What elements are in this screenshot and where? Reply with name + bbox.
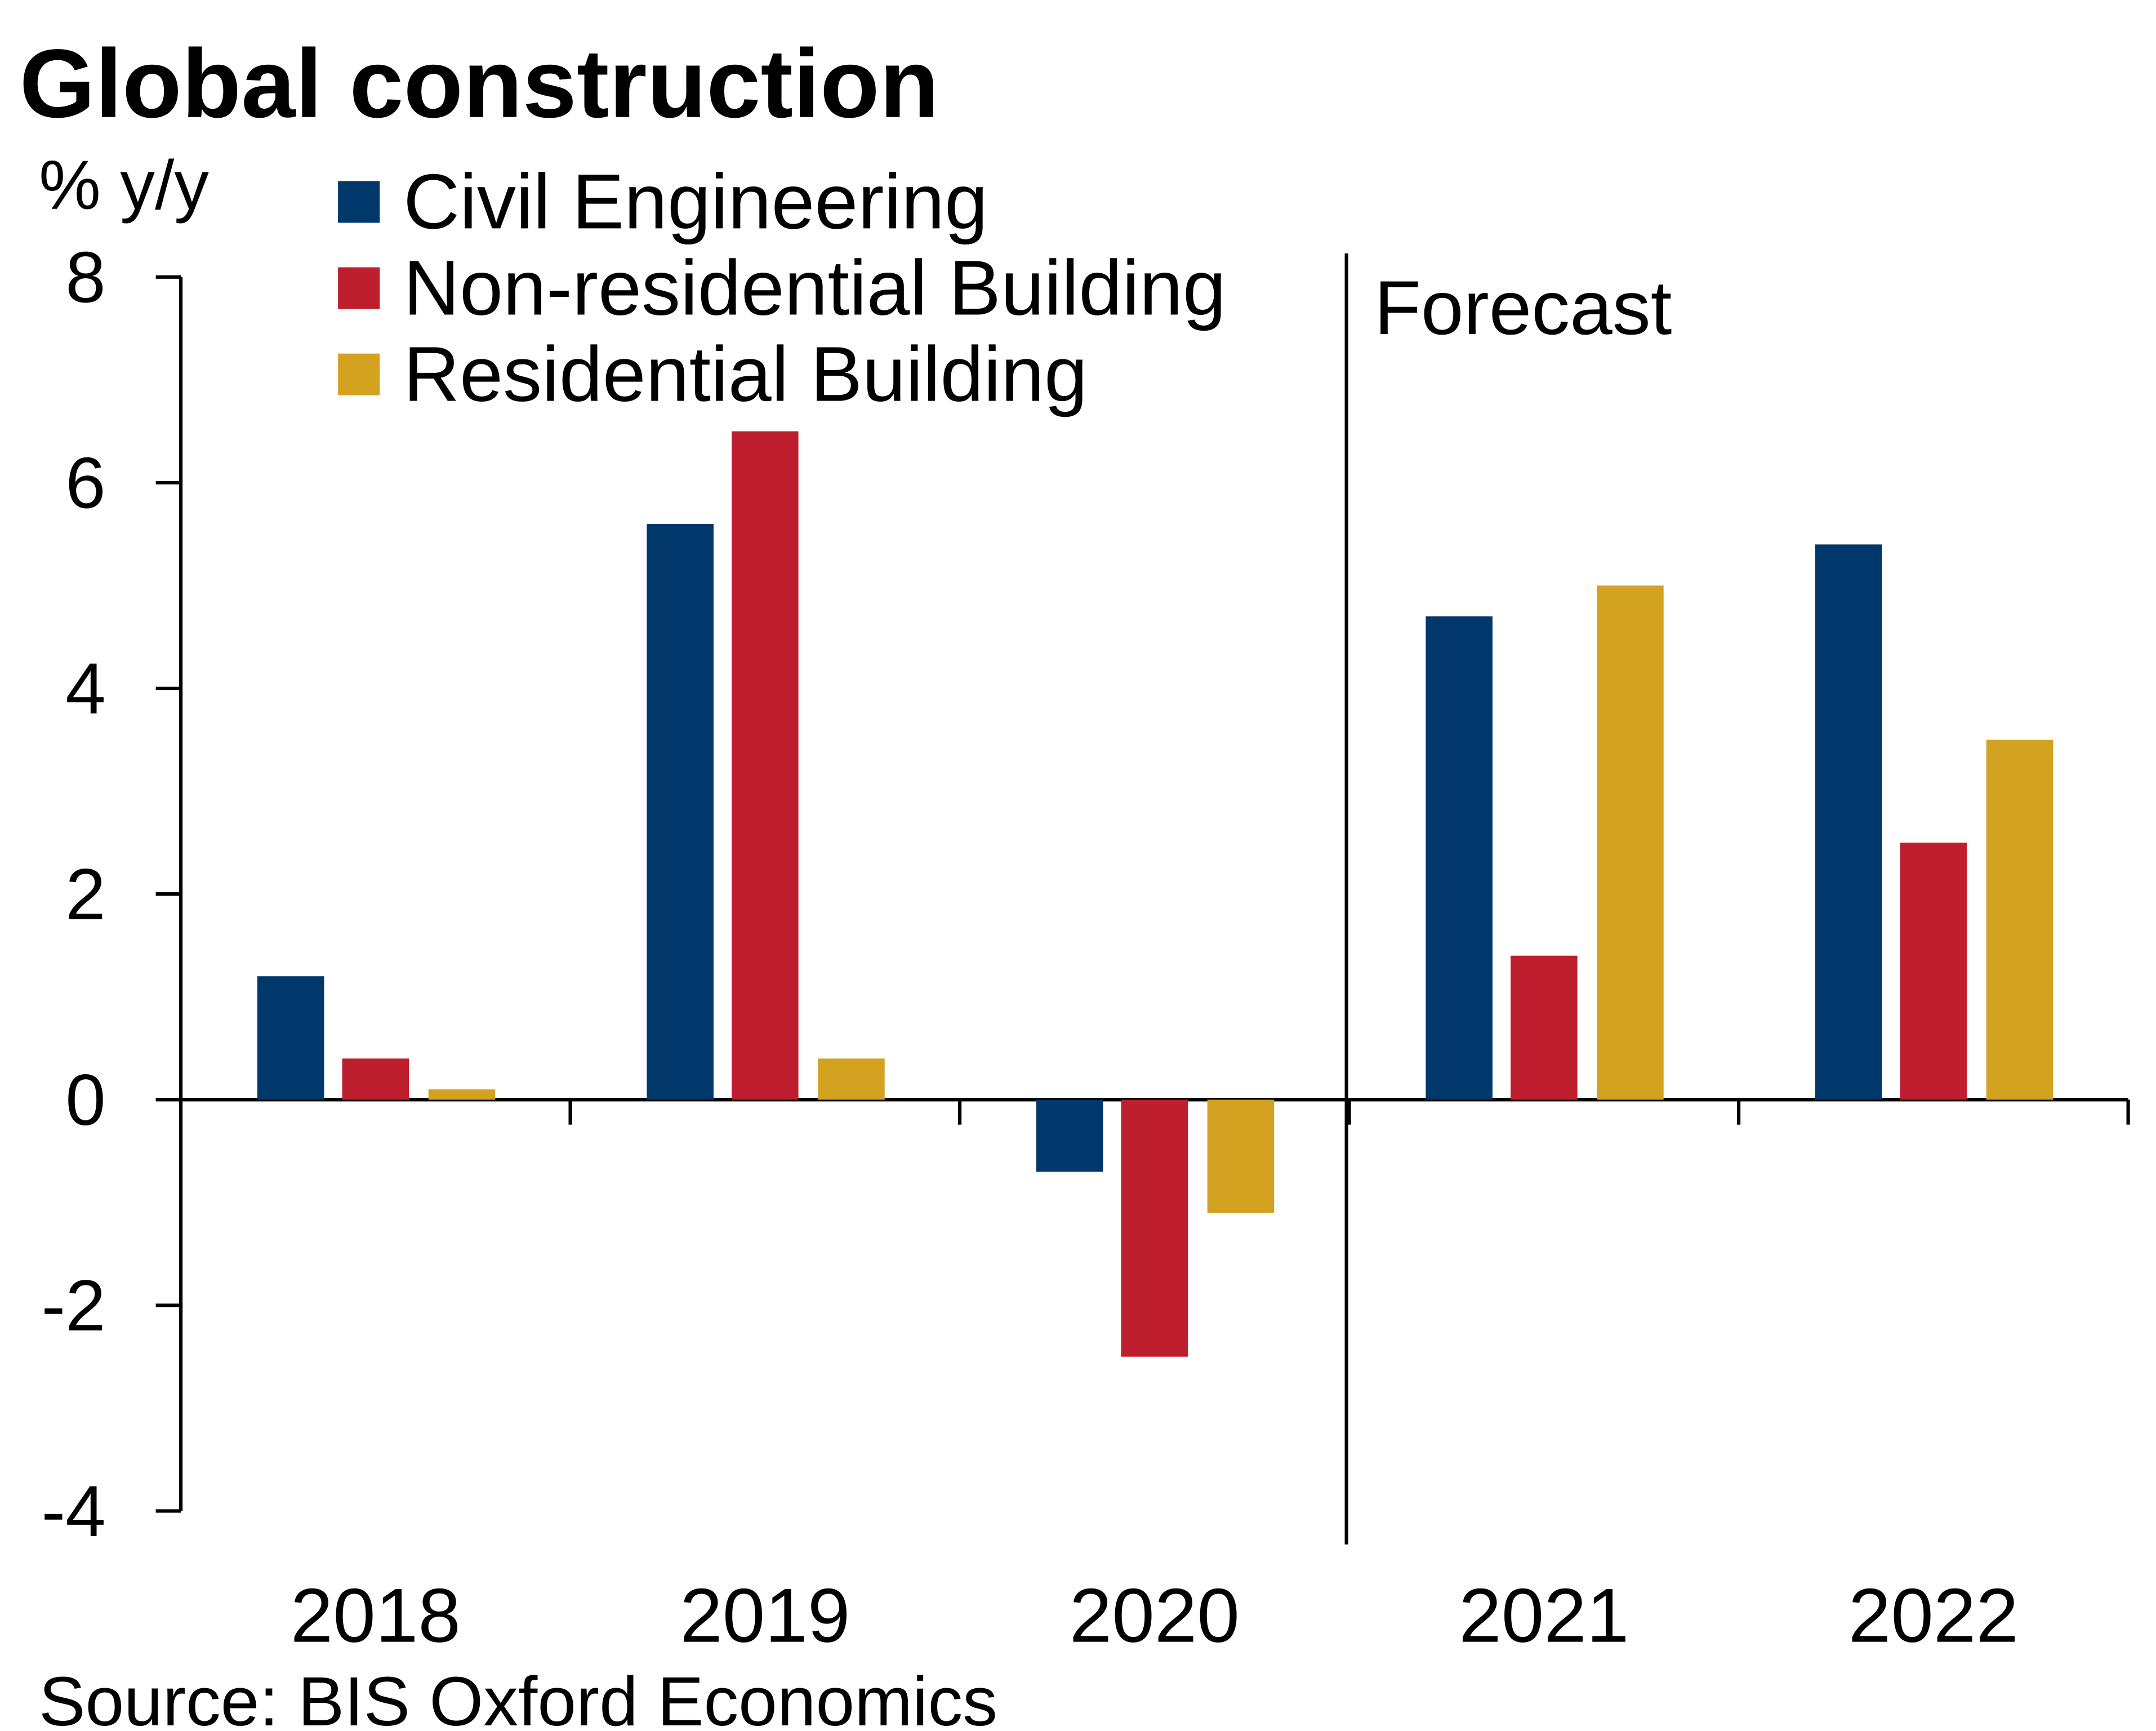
- bar-non-residential-building-2022: [1900, 842, 1967, 1100]
- x-tick-label: 2019: [680, 1573, 850, 1658]
- legend-swatch: [338, 267, 380, 309]
- forecast-label: Forecast: [1374, 265, 1672, 350]
- legend-swatch: [338, 353, 380, 395]
- bar-civil-engineering-2020: [1036, 1100, 1103, 1172]
- x-axis: 2018 2019 2020 2021 2022: [181, 1098, 2130, 1658]
- bar-civil-engineering-2019: [647, 523, 714, 1100]
- y-tick-label: 4: [65, 648, 105, 729]
- legend-swatch: [338, 181, 380, 223]
- y-axis: -4 -2 0 2 4 6 8: [42, 237, 183, 1552]
- bar-residential-building-2020: [1207, 1100, 1275, 1213]
- x-tick-label: 2020: [1070, 1573, 1240, 1658]
- bar-residential-building-2022: [1986, 740, 2053, 1100]
- y-tick-label: 2: [65, 855, 105, 935]
- y-tick-label: 0: [65, 1060, 105, 1141]
- bar-civil-engineering-2022: [1815, 544, 1882, 1100]
- x-tick-label: 2018: [291, 1573, 461, 1658]
- bar-residential-building-2021: [1597, 585, 1664, 1100]
- legend-label: Civil Engineering: [403, 158, 988, 245]
- bar-residential-building-2018: [428, 1089, 496, 1100]
- y-tick-label: 6: [65, 443, 105, 523]
- y-tick-label: -2: [42, 1266, 106, 1346]
- y-tick-label: -4: [42, 1471, 106, 1552]
- bar-civil-engineering-2021: [1426, 616, 1493, 1100]
- y-axis-label: % y/y: [39, 146, 209, 224]
- bars: [257, 431, 2053, 1357]
- bar-civil-engineering-2018: [257, 976, 324, 1100]
- x-tick-label: 2022: [1848, 1573, 2019, 1658]
- bar-non-residential-building-2020: [1121, 1100, 1188, 1357]
- bar-non-residential-building-2018: [342, 1058, 409, 1100]
- chart-title: Global construction: [20, 29, 939, 138]
- bar-non-residential-building-2019: [732, 431, 799, 1100]
- legend-label: Residential Building: [403, 331, 1088, 418]
- bar-non-residential-building-2021: [1511, 955, 1578, 1100]
- legend-label: Non-residential Building: [403, 245, 1226, 332]
- source-note: Source: BIS Oxford Economics: [39, 1663, 997, 1731]
- y-tick-label: 8: [65, 237, 105, 318]
- bar-residential-building-2019: [818, 1058, 885, 1100]
- x-tick-label: 2021: [1459, 1573, 1629, 1658]
